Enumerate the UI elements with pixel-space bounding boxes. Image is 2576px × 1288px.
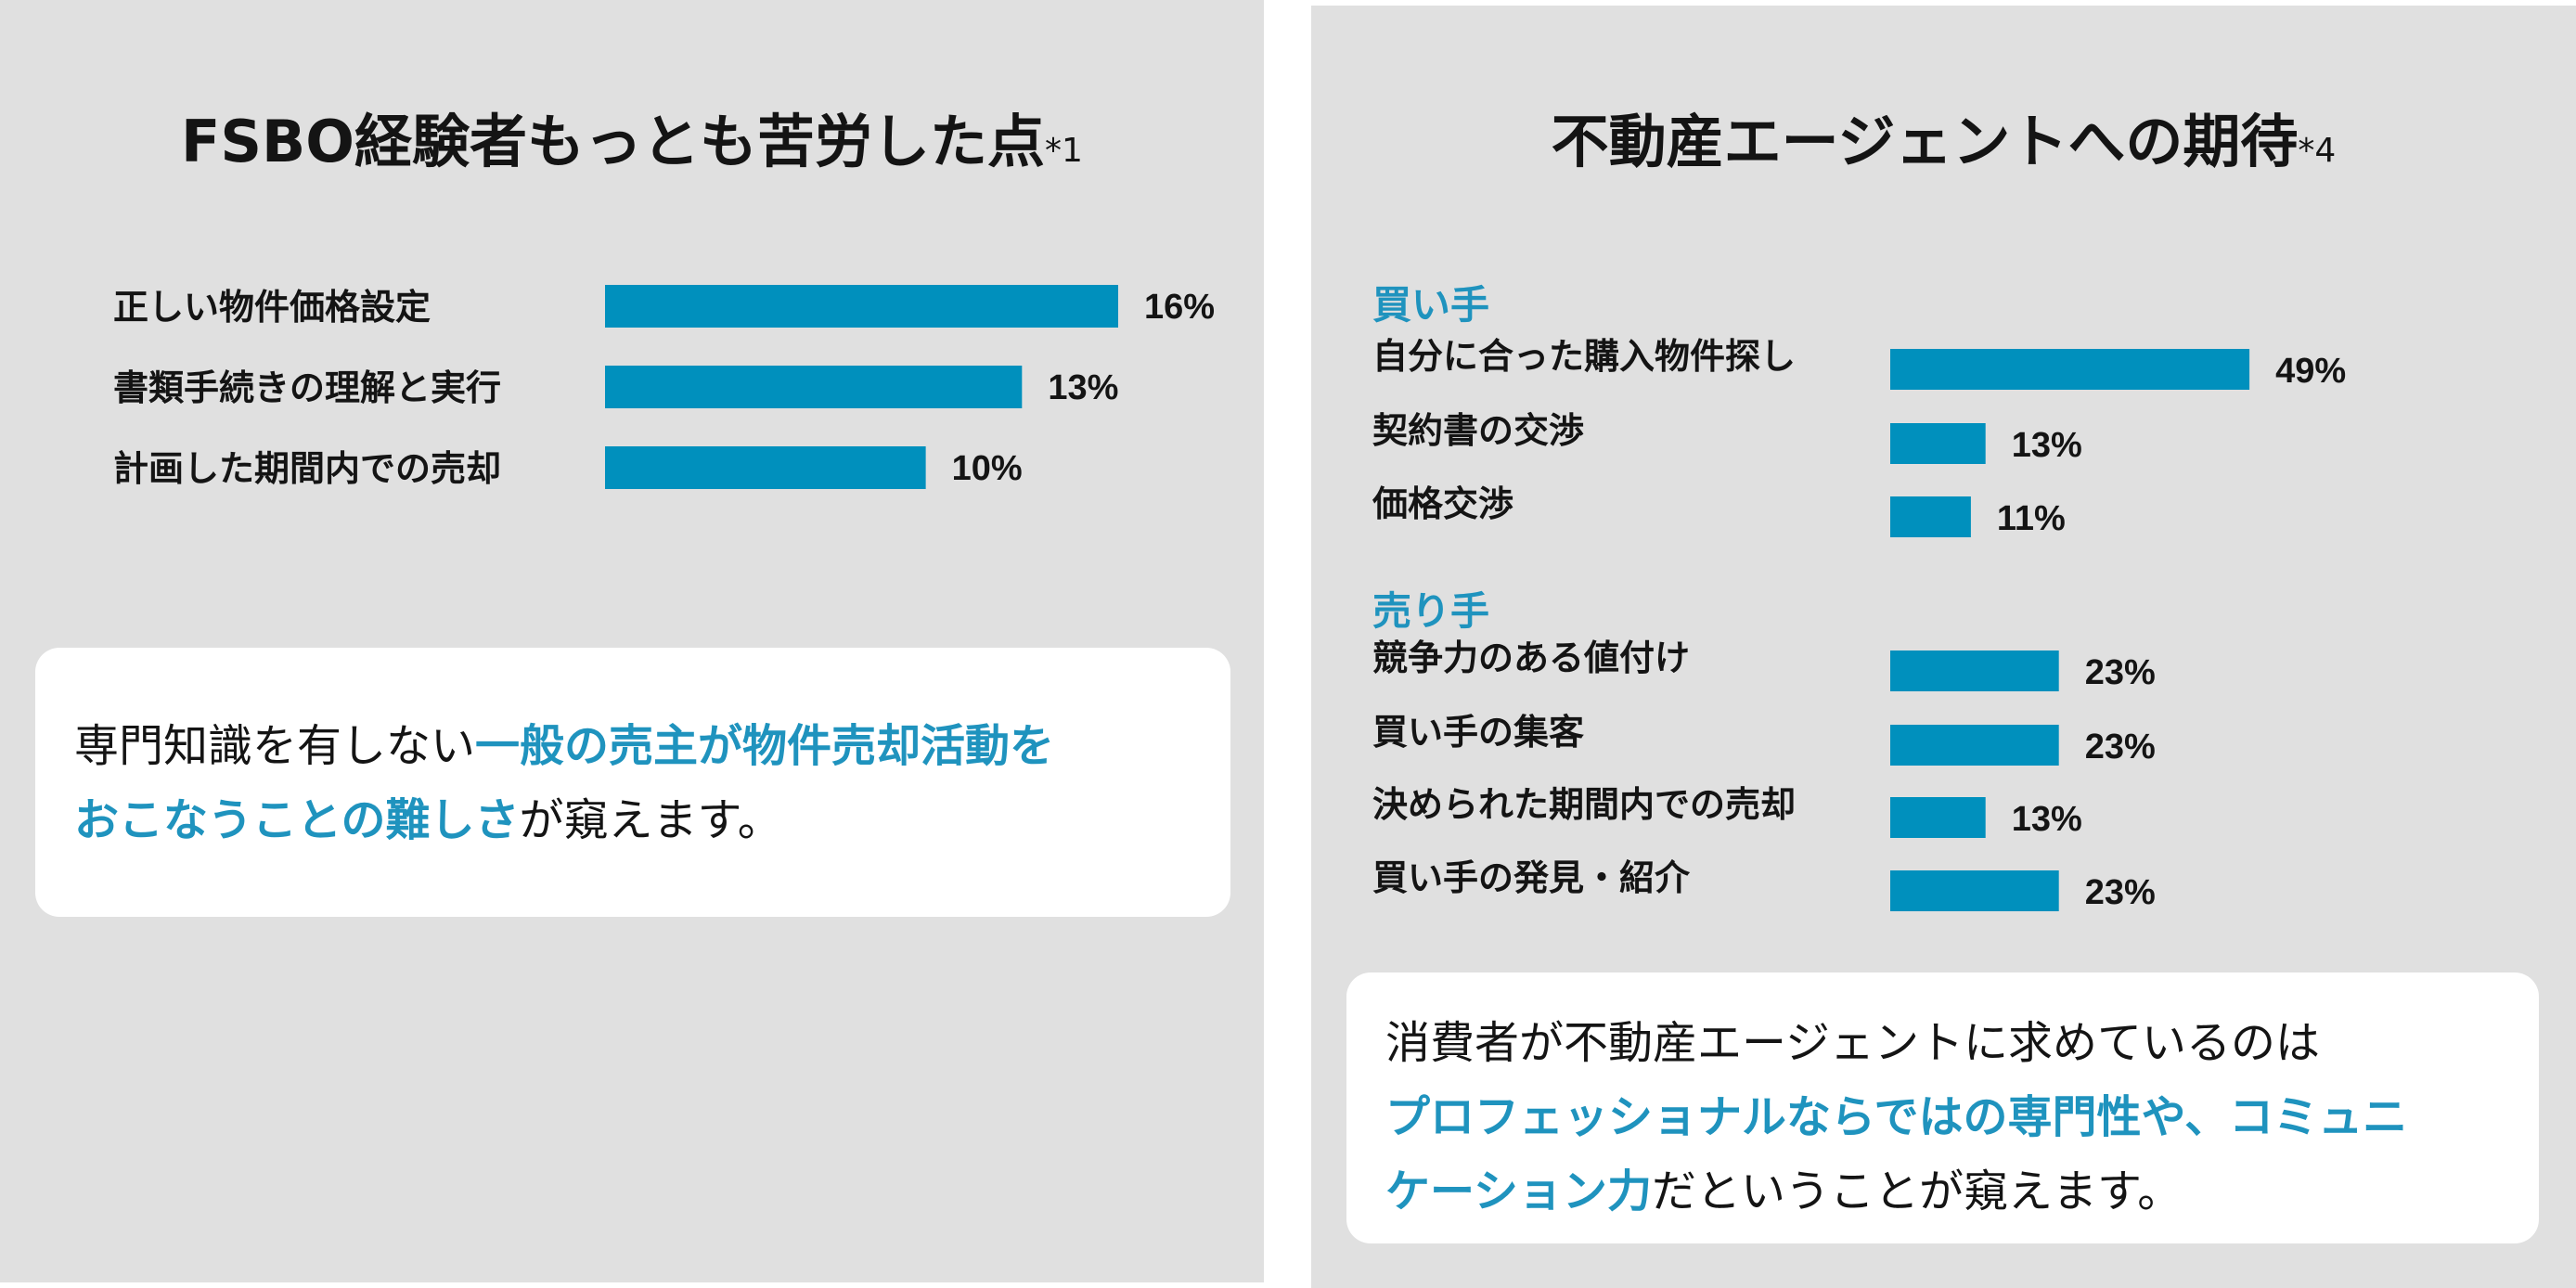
bar-label: 正しい物件価格設定	[113, 287, 431, 328]
left-summary-text: 専門知識を有しない一般の売主が物件売却活動を おこなうことの難しさが窺えます。	[74, 709, 1206, 857]
bar-label: 買い手の発見・紹介	[1372, 857, 1691, 898]
left-summary-plain-2: が窺えます。	[519, 794, 782, 846]
right-title-text: 不動産エージェントへの期待	[1551, 108, 2299, 175]
bar-value-label: 16%	[1144, 288, 1215, 327]
bar-label: 契約書の交渉	[1372, 410, 1584, 451]
bar-value-label: 10%	[952, 449, 1023, 488]
bar	[1890, 725, 2059, 766]
left-chart-title: FSBO経験者もっとも苦労した点*1	[0, 95, 1264, 178]
bar	[605, 366, 1023, 408]
bar-label: 価格交渉	[1372, 483, 1513, 524]
bar	[1890, 423, 1986, 464]
bar-label: 買い手の集客	[1372, 712, 1584, 753]
bar-label: 競争力のある値付け	[1372, 638, 1690, 678]
bar-value-label: 23%	[2085, 873, 2156, 912]
bar	[1890, 797, 1986, 838]
bar	[1890, 496, 1971, 537]
right-summary-plain-1: 消費者が不動産エージェントに求めているのは	[1385, 1017, 2321, 1069]
bar	[605, 446, 926, 489]
left-summary-plain-1: 専門知識を有しない	[74, 720, 476, 772]
bar	[605, 285, 1118, 328]
bar-value-label: 13%	[1048, 368, 1118, 407]
left-summary-card: 専門知識を有しない一般の売主が物件売却活動を おこなうことの難しさが窺えます。	[35, 648, 1230, 917]
left-title-text: FSBO経験者もっとも苦労した点	[181, 108, 1046, 175]
right-summary-plain-2: だということが窺えます。	[1652, 1166, 2183, 1217]
left-title-note: *1	[1045, 132, 1083, 170]
right-summary-card: 消費者が不動産エージェントに求めているのは プロフェッショナルならではの専門性や…	[1346, 972, 2539, 1243]
group-label: 売り手	[1372, 588, 1489, 634]
bar-value-label: 23%	[2085, 728, 2156, 766]
left-summary-highlight: 一般の売主が物件売却活動を おこなうことの難しさ	[74, 720, 1055, 846]
bar-label: 自分に合った購入物件探し	[1372, 336, 1796, 377]
bar	[1890, 870, 2059, 911]
right-chart-title: 不動産エージェントへの期待*4	[1311, 95, 2576, 178]
bar-label: 計画した期間内での売却	[113, 448, 501, 489]
bar	[1890, 349, 2250, 390]
bar-value-label: 13%	[2012, 800, 2082, 839]
right-title-note: *4	[2298, 132, 2337, 170]
right-summary-text: 消費者が不動産エージェントに求めているのは プロフェッショナルならではの専門性や…	[1385, 1006, 2518, 1229]
bar-value-label: 11%	[1997, 499, 2066, 538]
right-summary-highlight: プロフェッショナルならではの専門性や、コミュニ ケーション力	[1385, 1091, 2408, 1217]
bar-label: 書類手続きの理解と実行	[113, 367, 501, 408]
bar-value-label: 13%	[2012, 426, 2082, 465]
bar-value-label: 49%	[2275, 352, 2346, 391]
bar-value-label: 23%	[2085, 653, 2156, 692]
bar-label: 決められた期間内での売却	[1372, 784, 1796, 825]
left-panel: FSBO経験者もっとも苦労した点*1	[0, 0, 1264, 1282]
group-label: 買い手	[1372, 282, 1489, 328]
bar	[1890, 650, 2059, 691]
